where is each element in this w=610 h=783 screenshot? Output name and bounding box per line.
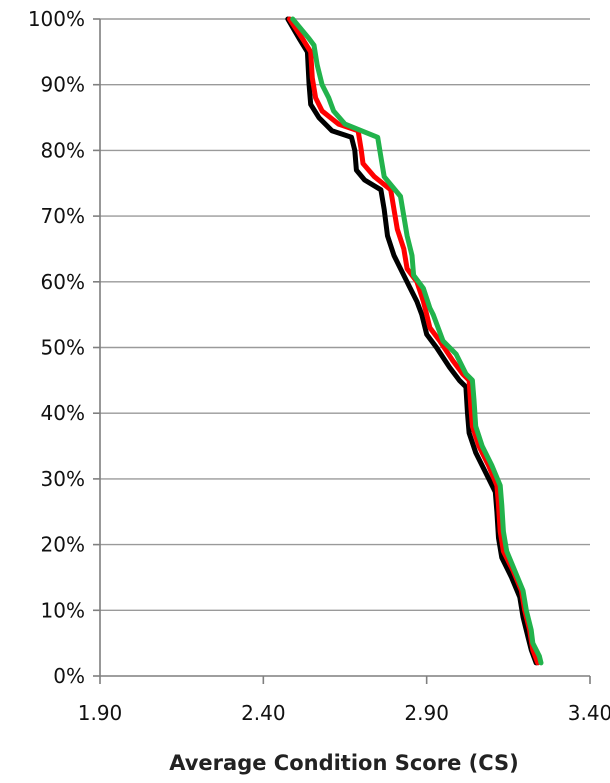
x-tick-label: 2.40 — [241, 701, 286, 725]
y-tick-label: 20% — [41, 533, 85, 557]
y-tick-label: 50% — [41, 336, 85, 360]
gridlines — [100, 18, 590, 611]
y-tick-label: 70% — [41, 204, 85, 228]
x-tick-label: 2.90 — [404, 701, 449, 725]
y-tick-label: 90% — [41, 73, 85, 97]
series-line-1 — [285, 16, 539, 666]
series-line-3 — [290, 16, 544, 666]
x-axis-title: Average Condition Score (CS) — [169, 751, 519, 775]
x-tick-labels: 1.90 2.40 2.90 3.40 — [78, 701, 610, 725]
axes — [93, 18, 591, 684]
y-tick-labels: 0% 10% 20% 30% 40% 50% 60% 70% 80% 90% 100% — [28, 7, 85, 688]
series-lines — [285, 16, 544, 666]
y-tick-label: 0% — [53, 664, 85, 688]
x-tick-label: 3.40 — [568, 701, 610, 725]
y-tick-label: 100% — [28, 7, 85, 31]
y-tick-label: 80% — [41, 138, 85, 162]
y-tick-label: 30% — [41, 467, 85, 491]
y-tick-label: 40% — [41, 401, 85, 425]
x-tick-label: 1.90 — [78, 701, 123, 725]
series-line-2 — [287, 16, 541, 666]
y-tick-label: 60% — [41, 270, 85, 294]
y-tick-label: 10% — [41, 598, 85, 622]
